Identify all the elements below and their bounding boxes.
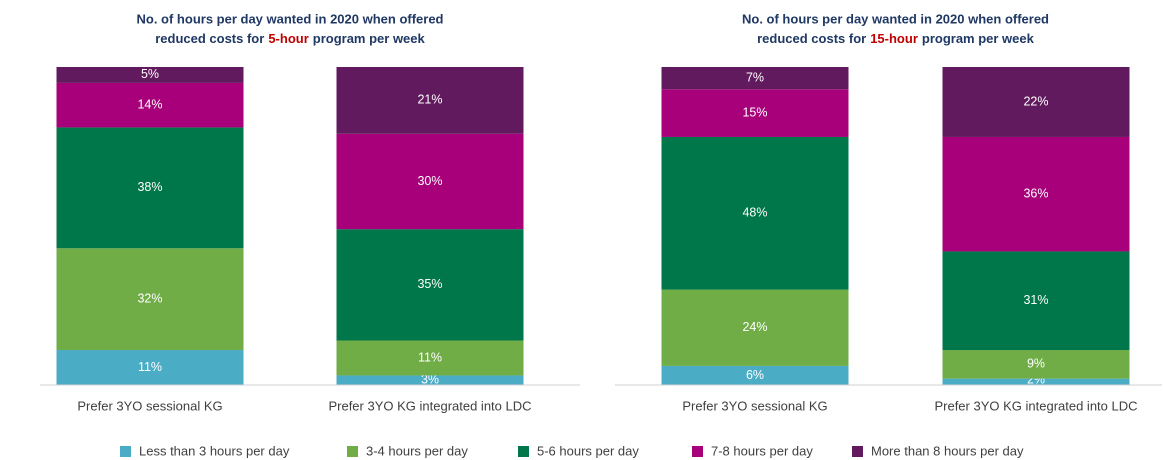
- legend-label: 7-8 hours per day: [711, 443, 813, 458]
- x-tick-label: Prefer 3YO sessional KG: [682, 398, 827, 413]
- bar-segment: [942, 251, 1130, 351]
- legend-swatch: [692, 446, 703, 457]
- bar-segment: [942, 350, 1130, 379]
- x-tick-label: Prefer 3YO KG integrated into LDC: [934, 398, 1137, 413]
- bar-segment: [56, 248, 244, 351]
- value-label: 36%: [1023, 186, 1048, 200]
- value-label: 31%: [1023, 293, 1048, 307]
- bar-segment: [336, 229, 524, 341]
- value-label: 48%: [742, 206, 767, 220]
- legend-swatch: [120, 446, 131, 457]
- value-label: 24%: [742, 320, 767, 334]
- bar-segment: [661, 136, 849, 290]
- value-label: 38%: [137, 180, 162, 194]
- value-label: 5%: [141, 67, 159, 81]
- bar-segment: [336, 340, 524, 376]
- bar-segment: [661, 67, 849, 90]
- legend-label: More than 8 hours per day: [871, 443, 1024, 458]
- legend-label: 3-4 hours per day: [366, 443, 468, 458]
- value-label: 32%: [137, 291, 162, 305]
- title-part: reduced costs for: [757, 31, 866, 46]
- bar-segment: [336, 67, 524, 134]
- x-tick-label: Prefer 3YO sessional KG: [77, 398, 222, 413]
- bar-segment: [56, 67, 244, 83]
- value-label: 14%: [137, 97, 162, 111]
- value-label: 35%: [417, 277, 442, 291]
- bar-segment: [336, 133, 524, 230]
- title-part: program per week: [313, 31, 426, 46]
- x-tick-label: Prefer 3YO KG integrated into LDC: [328, 398, 531, 413]
- value-label: 7%: [746, 70, 764, 84]
- bar-segment: [56, 82, 244, 128]
- legend-swatch: [347, 446, 358, 457]
- legend-swatch: [852, 446, 863, 457]
- bar-segment: [661, 89, 849, 137]
- value-label: 15%: [742, 105, 767, 119]
- legend-swatch: [518, 446, 529, 457]
- legend-label: 5-6 hours per day: [537, 443, 639, 458]
- title-part: program per week: [922, 31, 1035, 46]
- bar-segment: [661, 289, 849, 366]
- legend-label: Less than 3 hours per day: [139, 443, 290, 458]
- title-part: reduced costs for: [155, 31, 264, 46]
- value-label: 30%: [417, 174, 442, 188]
- bar-segment: [336, 375, 524, 385]
- chart-title: No. of hours per day wanted in 2020 when…: [137, 11, 444, 26]
- bar-segment: [942, 136, 1130, 252]
- bar-segment: [56, 350, 244, 385]
- title-highlight: 15-hour: [870, 31, 918, 46]
- value-label: 9%: [1027, 357, 1045, 371]
- value-label: 21%: [417, 93, 442, 107]
- value-label: 11%: [138, 360, 162, 374]
- bar-segment: [661, 365, 849, 385]
- chart-title: No. of hours per day wanted in 2020 when…: [742, 11, 1049, 26]
- bar-segment: [942, 67, 1130, 137]
- chart-title: reduced costs for 15-hour program per week: [757, 31, 1035, 46]
- bar-segment: [942, 378, 1130, 385]
- bar-segment: [56, 127, 244, 249]
- value-label: 22%: [1023, 94, 1048, 108]
- value-label: 3%: [421, 372, 439, 386]
- value-label: 6%: [746, 368, 764, 382]
- title-highlight: 5-hour: [268, 31, 308, 46]
- chart-title: reduced costs for 5-hour program per week: [155, 31, 425, 46]
- value-label: 11%: [418, 350, 442, 364]
